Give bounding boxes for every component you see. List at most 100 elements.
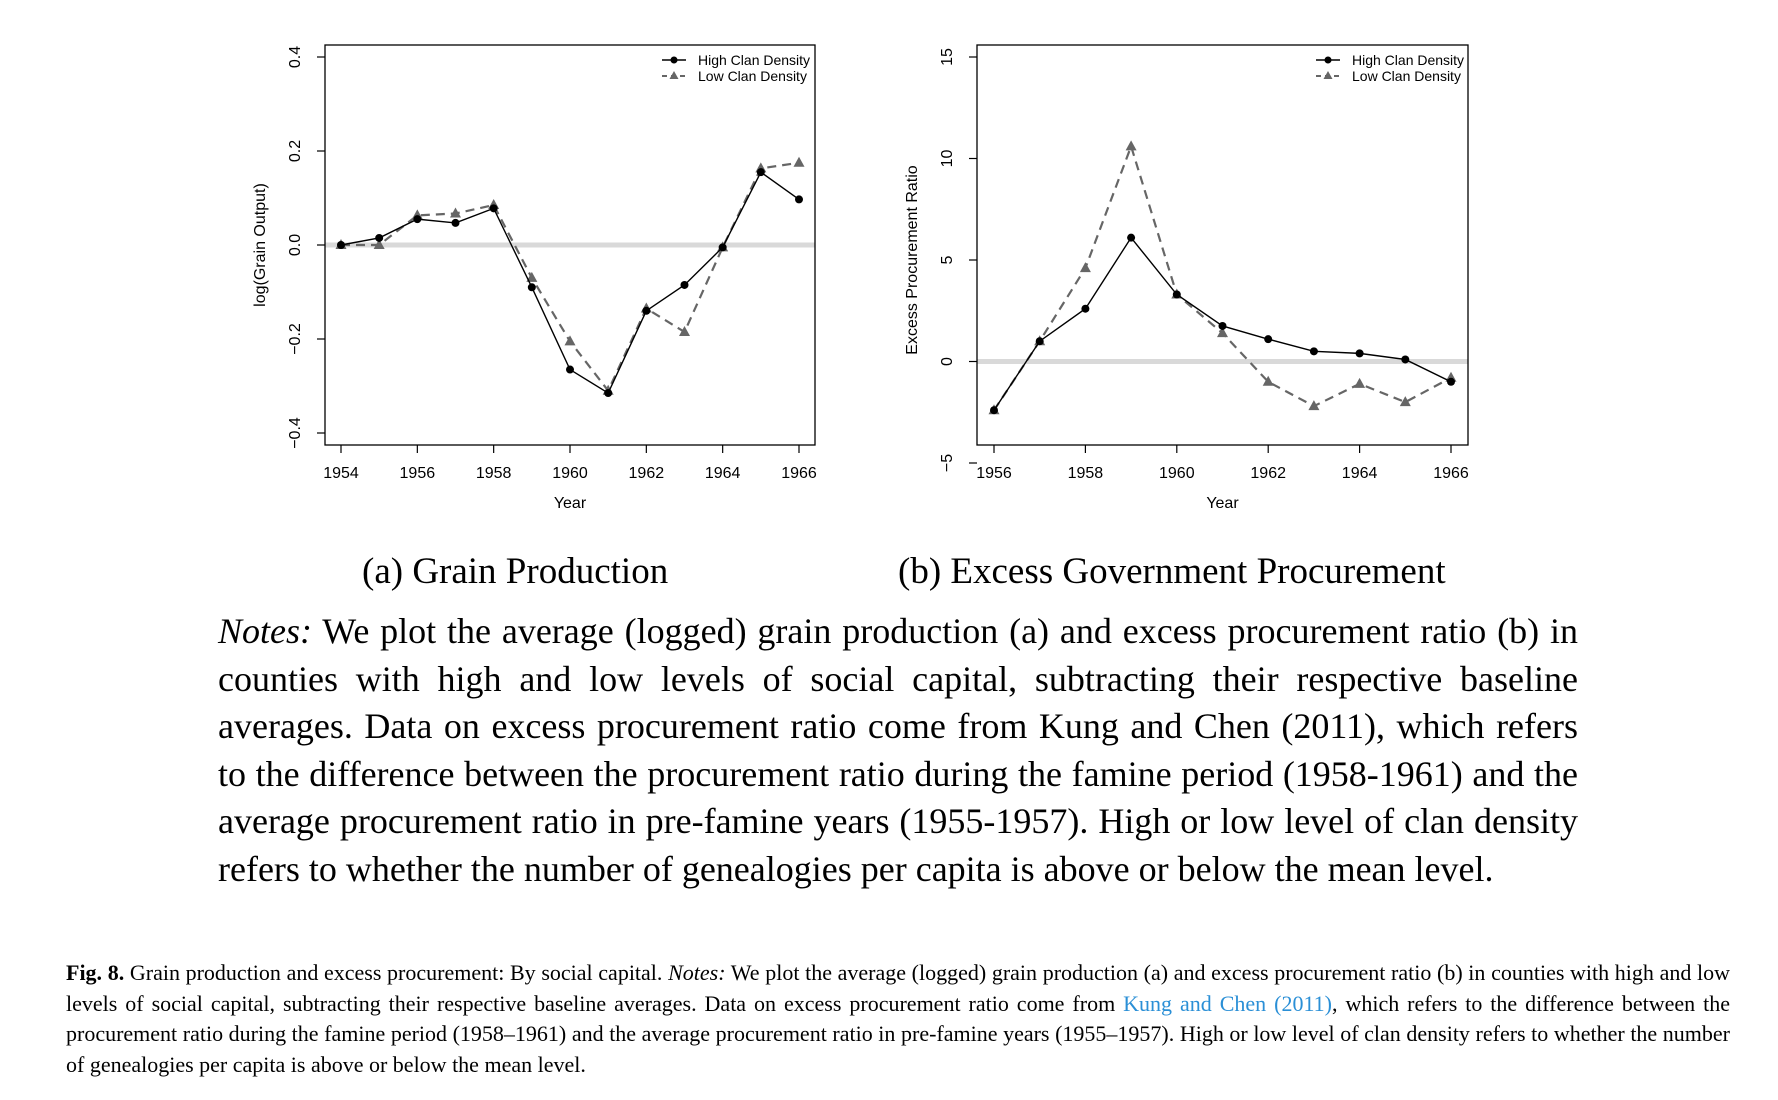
caption-citation-link[interactable]: Kung and Chen (2011) — [1123, 990, 1332, 1016]
data-point — [990, 406, 998, 415]
notes-label: Notes: — [218, 611, 312, 651]
data-point — [527, 283, 536, 292]
legend-marker — [669, 71, 679, 79]
y-tick-label: 0.0 — [287, 234, 304, 256]
x-tick-label: 1958 — [1068, 465, 1104, 482]
y-tick-label: −0.2 — [287, 323, 304, 355]
y-axis-label: Excess Procurement Ratio — [904, 165, 921, 355]
data-point — [526, 271, 538, 282]
figure-notes: Notes: We plot the average (logged) grai… — [218, 608, 1578, 893]
data-point — [1218, 321, 1227, 330]
data-point — [680, 280, 689, 289]
x-axis-label: Year — [554, 495, 587, 512]
y-tick-label: −5 — [939, 454, 956, 472]
legend-marker — [1323, 71, 1333, 79]
y-tick-label: 5 — [939, 255, 956, 264]
panel-a-grain-production: 1954 1956 1958 1960 1962 1964 1966 Year −0.4 −0.2… — [252, 44, 817, 512]
y-tick-label: 0.4 — [287, 46, 304, 68]
y-tick-label: −0.4 — [287, 417, 304, 449]
data-point — [604, 389, 613, 398]
caption-fig-label: Fig. 8. — [66, 960, 125, 985]
caption-text-before-link: We plot the average (logged) grain produ… — [66, 960, 1730, 1016]
legend-label: High Clan Density — [698, 52, 810, 68]
panel-b-excess-procurement: 1956 1958 1960 1962 1964 1966 Year −5 0 5 10 15 Exce… — [904, 44, 1469, 512]
data-point — [1309, 347, 1318, 356]
panel-b-subtitle: (b) Excess Government Procurement — [898, 551, 1446, 592]
data-point — [1172, 290, 1181, 299]
y-axis: −0.4 −0.2 0.0 0.2 0.4 — [287, 46, 325, 449]
data-point — [450, 207, 461, 218]
series-line — [341, 161, 800, 393]
series-high-clan-density — [990, 233, 1455, 415]
data-point — [718, 243, 727, 252]
data-point — [375, 233, 384, 242]
legend-label: Low Clan Density — [1352, 68, 1461, 84]
data-point — [564, 335, 576, 346]
y-axis-label: log(Grain Output) — [252, 183, 269, 307]
data-point — [1125, 140, 1137, 151]
series-line — [340, 171, 800, 395]
series-low-clan-density — [988, 140, 1457, 415]
data-point — [337, 241, 345, 249]
legend-label: Low Clan Density — [698, 68, 807, 84]
y-axis: −5 0 5 10 15 — [939, 48, 977, 472]
data-point — [1447, 377, 1455, 386]
caption-text-after-link: , which refers to the difference between… — [66, 990, 1730, 1077]
panel-a-subtitle: (a) Grain Production — [362, 551, 669, 592]
caption-title: Grain production and excess procurement:… — [129, 960, 663, 985]
x-tick-label: 1966 — [781, 465, 817, 482]
y-tick-label: 10 — [939, 150, 956, 168]
data-point — [1079, 262, 1091, 273]
data-point — [1035, 337, 1044, 346]
series-line — [993, 142, 1452, 411]
data-point — [1308, 400, 1320, 411]
data-point — [642, 306, 651, 315]
x-axis: 1956 1958 1960 1962 1964 1966 — [976, 445, 1469, 482]
x-tick-label: 1956 — [976, 465, 1012, 482]
data-point — [566, 365, 574, 374]
data-point — [1354, 377, 1366, 388]
notes-text: We plot the average (logged) grain produ… — [218, 611, 1578, 889]
y-tick-label: 0.2 — [287, 140, 304, 162]
x-tick-label: 1954 — [323, 465, 359, 482]
data-point — [1217, 327, 1228, 338]
data-point — [1262, 375, 1274, 386]
x-tick-label: 1964 — [1342, 465, 1378, 482]
data-point — [1127, 233, 1136, 242]
x-tick-label: 1960 — [1159, 465, 1195, 482]
data-point — [489, 204, 498, 213]
caption-notes-label: Notes: — [668, 960, 726, 985]
data-point — [1399, 396, 1411, 407]
data-point — [1264, 335, 1273, 344]
x-tick-label: 1964 — [705, 465, 741, 482]
x-tick-label: 1962 — [1250, 465, 1286, 482]
data-point — [413, 215, 422, 224]
x-tick-label: 1956 — [400, 465, 436, 482]
x-axis: 1954 1956 1958 1960 1962 1964 1966 — [323, 445, 817, 482]
data-point — [795, 195, 803, 204]
legend-marker — [670, 56, 678, 64]
y-tick-label: 15 — [939, 48, 956, 66]
x-tick-label: 1958 — [476, 465, 512, 482]
data-point — [1401, 355, 1410, 364]
data-point — [1081, 304, 1090, 313]
legend-label: High Clan Density — [1352, 52, 1464, 68]
x-tick-label: 1966 — [1433, 465, 1469, 482]
series-high-clan-density — [337, 168, 803, 398]
data-point — [793, 156, 805, 167]
figure-charts: 1954 1956 1958 1960 1962 1964 1966 Year −0.4 −0.2… — [252, 44, 1469, 512]
x-tick-label: 1960 — [552, 465, 588, 482]
figure-caption: Fig. 8. Grain production and excess proc… — [66, 958, 1730, 1080]
y-tick-label: 0 — [939, 357, 956, 366]
data-point — [451, 218, 460, 227]
x-axis-label: Year — [1206, 495, 1239, 512]
data-point — [373, 239, 385, 249]
legend-marker — [1324, 56, 1332, 64]
plot-frame — [976, 44, 1469, 446]
data-point — [756, 168, 765, 177]
x-tick-label: 1962 — [629, 465, 665, 482]
series-low-clan-density — [335, 156, 805, 395]
data-point — [1355, 349, 1364, 358]
